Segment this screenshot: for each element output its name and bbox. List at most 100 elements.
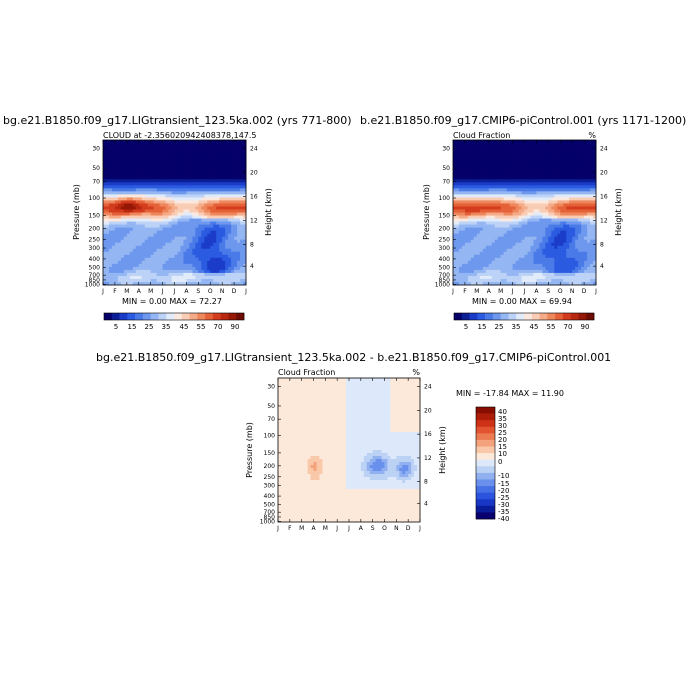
heatmap-cell bbox=[539, 197, 543, 201]
heatmap-cell bbox=[147, 257, 152, 262]
heatmap-cell bbox=[162, 200, 166, 204]
heatmap-cell bbox=[509, 164, 513, 168]
heatmap-cell bbox=[213, 149, 217, 153]
heatmap-cell bbox=[183, 170, 187, 174]
heatmap-cell bbox=[464, 230, 469, 235]
heatmap-cell bbox=[560, 200, 564, 204]
heatmap-cell bbox=[319, 384, 323, 388]
heatmap-cell bbox=[473, 176, 478, 180]
heatmap-cell bbox=[509, 215, 513, 219]
heatmap-cell bbox=[153, 191, 158, 195]
heatmap-cell bbox=[455, 245, 460, 250]
heatmap-cell bbox=[225, 158, 229, 162]
heatmap-cell bbox=[171, 236, 175, 241]
heatmap-cell bbox=[575, 182, 579, 186]
heatmap-cell bbox=[557, 236, 561, 241]
heatmap-cell bbox=[575, 143, 579, 147]
heatmap-cell bbox=[225, 233, 229, 238]
heatmap-cell bbox=[103, 212, 107, 216]
heatmap-cell bbox=[213, 275, 217, 280]
heatmap-cell bbox=[177, 185, 181, 189]
heatmap-cell bbox=[581, 242, 585, 247]
heatmap-cell bbox=[488, 140, 493, 144]
heatmap-cell bbox=[521, 179, 525, 183]
heatmap-cell bbox=[126, 158, 131, 162]
heatmap-cell bbox=[168, 191, 172, 195]
heatmap-cell bbox=[467, 215, 472, 219]
heatmap-cell bbox=[231, 164, 235, 168]
heatmap-cell bbox=[240, 269, 244, 274]
heatmap-cell bbox=[204, 146, 208, 150]
heatmap-cell bbox=[231, 221, 235, 225]
heatmap-cell bbox=[186, 152, 190, 156]
heatmap-cell bbox=[545, 152, 549, 156]
heatmap-cell bbox=[195, 230, 199, 235]
heatmap-cell bbox=[280, 381, 285, 385]
heatmap-cell bbox=[488, 173, 493, 177]
heatmap-cell bbox=[144, 146, 149, 150]
heatmap-cell bbox=[497, 152, 502, 156]
heatmap-cell bbox=[572, 275, 576, 280]
heatmap-cell bbox=[524, 212, 528, 216]
heatmap-cell bbox=[557, 257, 561, 262]
heatmap-cell bbox=[201, 143, 205, 147]
heatmap-cell bbox=[458, 233, 463, 238]
heatmap-cell bbox=[165, 248, 169, 253]
heatmap-cell bbox=[114, 197, 119, 201]
heatmap-cell bbox=[569, 191, 573, 195]
heatmap-cell bbox=[557, 179, 561, 183]
heatmap-cell bbox=[572, 266, 576, 271]
heatmap-cell bbox=[485, 236, 490, 241]
heatmap-cell bbox=[455, 215, 460, 219]
heatmap-cell bbox=[390, 381, 394, 385]
heatmap-cell bbox=[485, 281, 490, 286]
heatmap-cell bbox=[189, 188, 193, 192]
heatmap-cell bbox=[108, 173, 113, 177]
heatmap-cell bbox=[111, 281, 116, 286]
heatmap-cell bbox=[225, 218, 229, 222]
heatmap-cell bbox=[144, 224, 149, 228]
heatmap-cell bbox=[165, 164, 169, 168]
heatmap-cell bbox=[497, 143, 502, 147]
heatmap-cell bbox=[545, 215, 549, 219]
heatmap-cell bbox=[213, 245, 217, 250]
heatmap-cell bbox=[569, 143, 573, 147]
heatmap-cell bbox=[494, 188, 499, 192]
heatmap-cell bbox=[548, 149, 552, 153]
heatmap-cell bbox=[138, 236, 143, 241]
heatmap-cell bbox=[500, 248, 505, 253]
x-tick-label: N bbox=[220, 288, 225, 295]
heatmap-cell bbox=[488, 209, 493, 213]
heatmap-cell bbox=[117, 212, 122, 216]
heatmap-cell bbox=[278, 381, 282, 385]
heatmap-cell bbox=[581, 254, 585, 259]
heatmap-cell bbox=[473, 227, 478, 232]
heatmap-cell bbox=[228, 158, 232, 162]
heatmap-cell bbox=[103, 227, 107, 232]
heatmap-cell bbox=[512, 203, 516, 207]
heatmap-cell bbox=[201, 224, 205, 228]
heatmap-cell bbox=[231, 206, 235, 210]
heatmap-cell bbox=[467, 191, 472, 195]
heatmap-cell bbox=[473, 218, 478, 222]
y-axis-label-right: Height (km) bbox=[264, 188, 273, 236]
heatmap-cell bbox=[183, 152, 187, 156]
heatmap-cell bbox=[138, 197, 143, 201]
heatmap-cell bbox=[479, 215, 484, 219]
heatmap-cell bbox=[497, 215, 502, 219]
heatmap-cell bbox=[488, 251, 493, 256]
heatmap-cell bbox=[222, 245, 226, 250]
heatmap-cell bbox=[103, 272, 107, 277]
heatmap-cell bbox=[234, 170, 238, 174]
heatmap-cell bbox=[177, 272, 181, 277]
heatmap-cell bbox=[147, 149, 152, 153]
heatmap-cell bbox=[228, 206, 232, 210]
heatmap-cell bbox=[168, 182, 172, 186]
heatmap-cell bbox=[467, 170, 472, 174]
heatmap-cell bbox=[183, 245, 187, 250]
heatmap-cell bbox=[135, 218, 140, 222]
heatmap-cell bbox=[509, 254, 513, 259]
heatmap-cell bbox=[195, 272, 199, 277]
heatmap-cell bbox=[120, 221, 125, 225]
heatmap-cell bbox=[192, 260, 196, 265]
